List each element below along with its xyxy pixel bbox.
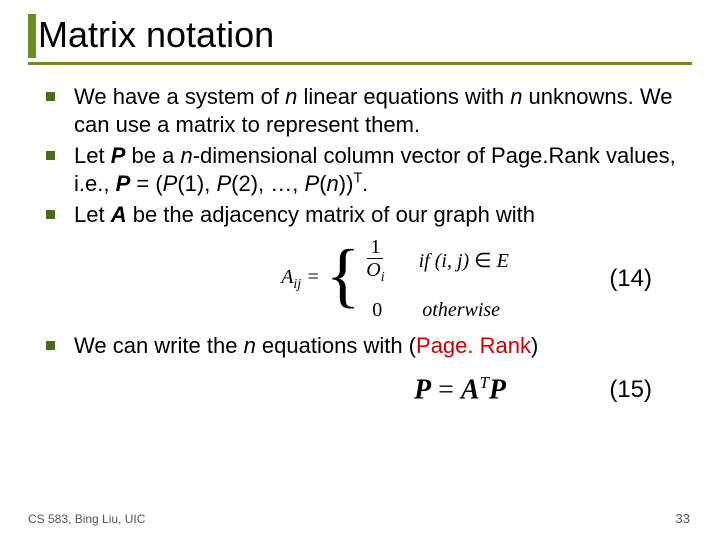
denominator: Oi — [366, 259, 384, 285]
var-n: n — [510, 84, 522, 109]
equation-number-14: (14) — [609, 265, 652, 293]
text: be a — [125, 143, 180, 168]
var-P: P — [216, 171, 231, 196]
text: ( — [319, 171, 326, 196]
var-A: A — [461, 374, 480, 405]
fraction: 1 Oi — [366, 237, 384, 285]
var-P: P — [414, 374, 431, 405]
title-wrap: Matrix notation — [28, 14, 692, 65]
var-P: P — [489, 374, 506, 405]
text: (1), — [177, 171, 216, 196]
bullet-list-2: We can write the n equations with (Page.… — [28, 332, 692, 360]
var-n: n — [180, 143, 192, 168]
equation-14: Aij = { 1 Oi if (i, j) ∈ E 0 otherwise — [281, 237, 509, 322]
text: linear equations with — [297, 84, 510, 109]
bullet-item-2: Let P be a n-dimensional column vector o… — [46, 142, 692, 197]
bullet-item-3: Let A be the adjacency matrix of our gra… — [46, 201, 692, 229]
eq14-case-2: 0 otherwise — [366, 299, 509, 322]
superscript-T: T — [353, 170, 362, 186]
bullet-item-1: We have a system of n linear equations w… — [46, 83, 692, 138]
var-P: P — [116, 171, 131, 196]
equation-15-row: P = ATP (15) — [28, 373, 692, 406]
bullet-icon — [46, 151, 55, 160]
slide: Matrix notation We have a system of n li… — [0, 0, 720, 540]
eq14-cases: 1 Oi if (i, j) ∈ E 0 otherwise — [366, 237, 509, 322]
eq14-lhs: Aij = — [281, 266, 320, 293]
text: We have a system of — [74, 84, 285, 109]
equation-15: P = ATP — [414, 373, 506, 406]
var-n: n — [285, 84, 297, 109]
slide-title: Matrix notation — [28, 14, 692, 56]
text: . — [362, 171, 368, 196]
text: Let — [74, 202, 111, 227]
text: be the adjacency matrix of our graph wit… — [127, 202, 535, 227]
equals: = — [301, 266, 320, 288]
text: Let — [74, 143, 111, 168]
var-A: A — [281, 266, 293, 288]
text: )) — [339, 171, 354, 196]
var-n: n — [327, 171, 339, 196]
text: We can write the — [74, 333, 244, 358]
bullet-icon — [46, 92, 55, 101]
bullet-icon — [46, 341, 55, 350]
var-P: P — [305, 171, 320, 196]
brace-icon: { — [326, 245, 361, 305]
var-O: O — [366, 259, 380, 281]
bullet-item-4: We can write the n equations with (Page.… — [46, 332, 692, 360]
condition-1: if (i, j) ∈ E — [419, 248, 509, 273]
equals: = — [431, 374, 461, 405]
equation-14-row: Aij = { 1 Oi if (i, j) ∈ E 0 otherwise (… — [28, 237, 692, 322]
text: equations with ( — [256, 333, 416, 358]
text: E — [492, 250, 509, 272]
pagerank-highlight: Page. Rank — [416, 333, 531, 358]
title-accent-bar — [28, 14, 36, 58]
element-of-icon: ∈ — [474, 250, 491, 272]
var-P: P — [163, 171, 178, 196]
subscript-i: i — [381, 270, 385, 285]
eq14-case-1: 1 Oi if (i, j) ∈ E — [366, 237, 509, 285]
text: (2), …, — [231, 171, 304, 196]
text: if (i, j) — [419, 250, 475, 272]
footer-text: CS 583, Bing Liu, UIC — [28, 512, 145, 526]
page-number: 33 — [676, 511, 690, 526]
zero: 0 — [366, 299, 388, 322]
var-A: A — [111, 202, 127, 227]
bullet-list: We have a system of n linear equations w… — [28, 83, 692, 229]
var-n: n — [244, 333, 256, 358]
var-P: P — [111, 143, 126, 168]
condition-2: otherwise — [422, 299, 500, 322]
equation-number-15: (15) — [609, 376, 652, 404]
text: = ( — [130, 171, 162, 196]
text: ) — [531, 333, 538, 358]
superscript-T: T — [480, 373, 489, 392]
numerator: 1 — [367, 237, 383, 259]
bullet-icon — [46, 210, 55, 219]
